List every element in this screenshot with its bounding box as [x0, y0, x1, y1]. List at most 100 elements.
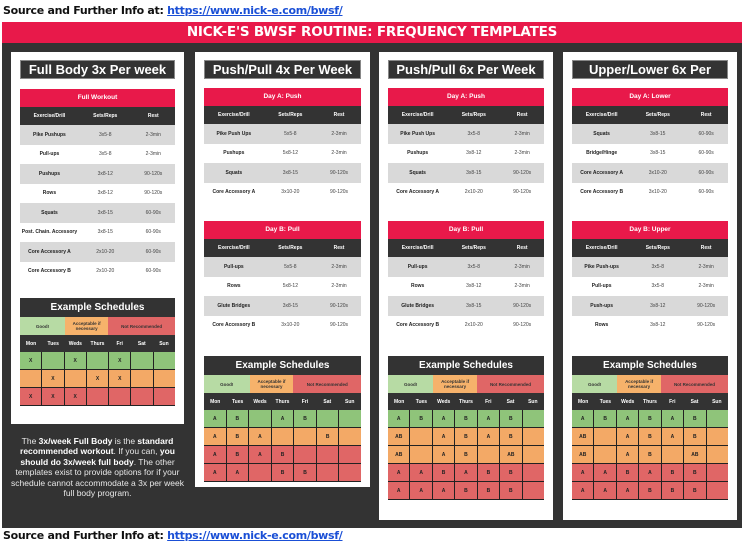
weekday-label: Tues: [599, 398, 612, 405]
exercise-cell: Pull-ups: [591, 283, 612, 290]
schedule-cell: [249, 410, 272, 427]
schedule-cell: AB: [572, 446, 595, 463]
sets-reps-cell: 3x8-15: [466, 302, 482, 309]
schedule-cell: [317, 464, 340, 481]
column-header: Exercise/Drill: [217, 112, 250, 118]
schedule-cell: [707, 446, 728, 463]
legend-good: Good!: [572, 375, 618, 393]
schedule-cell: A: [433, 428, 456, 445]
schedule-legend: Good! Acceptable if necessary Not Recommen…: [572, 375, 728, 393]
rest-cell: 60-90s: [145, 268, 161, 275]
day-label: Full Workout: [20, 89, 175, 107]
weekday-label: Thurs: [459, 398, 473, 405]
schedule-cell: B: [478, 464, 501, 481]
sets-reps-cell: 3x5-8: [651, 283, 665, 290]
schedule-cell: A: [433, 482, 456, 499]
weekday-label: Tues: [47, 340, 59, 347]
schedule-cell: A: [388, 482, 411, 499]
schedule-cell: [294, 428, 317, 445]
sets-reps-cell: 3x8-12: [650, 322, 666, 329]
schedule-cell: B: [272, 464, 295, 481]
schedule-cell: X: [42, 370, 65, 387]
exercise-cell: Push-ups: [590, 302, 614, 309]
column-header: Exercise/Drill: [217, 245, 250, 251]
rest-cell: 90-120s: [329, 322, 349, 329]
legend-acceptable: Acceptable if necessary: [64, 317, 109, 335]
exercise-cell: Pike Push Ups: [400, 130, 435, 137]
table-header: Exercise/Drill Sets/Reps Rest: [572, 239, 728, 257]
schedule-cell: [87, 352, 110, 369]
schedule-cell: B: [684, 428, 707, 445]
sets-reps-cell: 3x8-15: [282, 302, 298, 309]
schedule-cell: B: [662, 464, 685, 481]
exercise-cell: Core Accessory B: [28, 268, 71, 275]
exercise-cell: Pushups: [223, 150, 245, 157]
schedule-cell: A: [478, 428, 501, 445]
schedule-cell: B: [272, 446, 295, 463]
rest-cell: 2-3min: [331, 283, 347, 290]
source-link[interactable]: https://www.nick-e.com/bwsf/: [167, 4, 343, 17]
schedule-cell: B: [639, 446, 662, 463]
weekday-label: Fri: [116, 340, 123, 347]
schedule-cell: B: [639, 482, 662, 499]
schedule-cell: X: [42, 388, 65, 405]
column-header: Rest: [333, 112, 345, 118]
table-row: Core Accessory B 3x10-20 90-120s: [204, 316, 361, 336]
table-row: Pushups 3x8-12 2-3min: [388, 144, 544, 164]
rest-cell: 90-120s: [697, 302, 716, 309]
source-link[interactable]: https://www.nick-e.com/bwsf/: [167, 529, 343, 542]
rest-cell: 60-90s: [698, 169, 714, 176]
rest-cell: 90-120s: [697, 322, 716, 329]
weekday-label: Sun: [528, 398, 538, 405]
schedule-cell: B: [684, 410, 707, 427]
schedule-cell: A: [455, 464, 478, 481]
sets-reps-cell: 3x10-20: [281, 322, 300, 329]
schedule-cell: B: [227, 428, 250, 445]
table-row: Pike Push Ups 5x5-8 2-3min: [204, 124, 361, 144]
table-row: Squats 3x8-15 60-90s: [20, 203, 175, 223]
exercise-cell: Glute Bridges: [217, 302, 251, 309]
table-header: Exercise/Drill Sets/Reps Rest: [204, 239, 361, 257]
schedule-cell: A: [572, 410, 595, 427]
schedule-cell: [594, 428, 617, 445]
schedule-cell: [523, 410, 544, 427]
table-header: Exercise/Drill Sets/Reps Rest: [388, 106, 544, 124]
legend-good: Good!: [20, 317, 65, 335]
rest-cell: 2-3min: [514, 150, 530, 157]
card-full-body: Full Body 3x Per week Full Workout Exerci…: [11, 52, 184, 424]
workout-table-day-b: Day B: Pull Exercise/Drill Sets/Reps Rest Pu…: [204, 221, 361, 335]
weekday-label: Sat: [506, 398, 515, 405]
table-row: Squats 3x8-15 60-90s: [572, 124, 728, 144]
card-push-pull-6x: Push/Pull 6x Per Week Day A: Push Exercis…: [379, 52, 553, 520]
schedule-cell: A: [594, 464, 617, 481]
exercise-cell: Pike Pushups: [33, 131, 66, 138]
recommendation-note: The 3x/week Full Body is the standard re…: [11, 436, 184, 498]
note-bold: you should do 3x/week full body: [20, 446, 175, 467]
schedule-title: Example Schedules: [204, 356, 361, 375]
source-line-top: Source and Further Info at: https://www.…: [3, 4, 343, 17]
schedule-cell: B: [455, 428, 478, 445]
exercise-cell: Core Accessory B: [580, 189, 624, 196]
exercise-cell: Core Accessory A: [580, 169, 623, 176]
weekday-label: Weds: [253, 398, 267, 405]
schedule-cell: [523, 428, 544, 445]
sets-reps-cell: 2x10-20: [464, 322, 483, 329]
rest-cell: 60-90s: [145, 209, 161, 216]
weekday-label: Weds: [437, 398, 451, 405]
note-bold: standard recommended workout: [20, 436, 174, 457]
exercise-cell: Squats: [409, 169, 426, 176]
schedule-cell: [662, 446, 685, 463]
weekday-label: Thurs: [90, 340, 105, 347]
schedule-cell: A: [249, 446, 272, 463]
sets-reps-cell: 3x8-15: [650, 130, 666, 137]
schedule-cell: B: [294, 464, 317, 481]
schedule-cell: [707, 428, 728, 445]
table-row: Pull-ups 3x5-8 2-3min: [20, 145, 175, 165]
sets-reps-cell: 3x5-8: [467, 263, 481, 270]
column-header: Exercise/Drill: [401, 112, 434, 118]
